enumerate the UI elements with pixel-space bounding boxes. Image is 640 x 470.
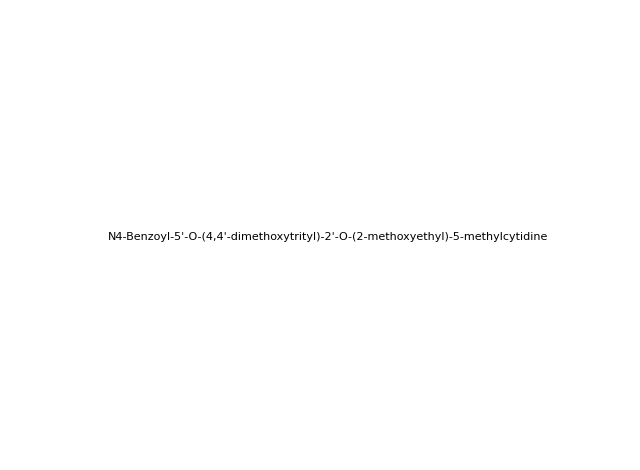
Text: N4-Benzoyl-5'-O-(4,4'-dimethoxytrityl)-2'-O-(2-methoxyethyl)-5-methylcytidine: N4-Benzoyl-5'-O-(4,4'-dimethoxytrityl)-2… xyxy=(108,232,548,243)
